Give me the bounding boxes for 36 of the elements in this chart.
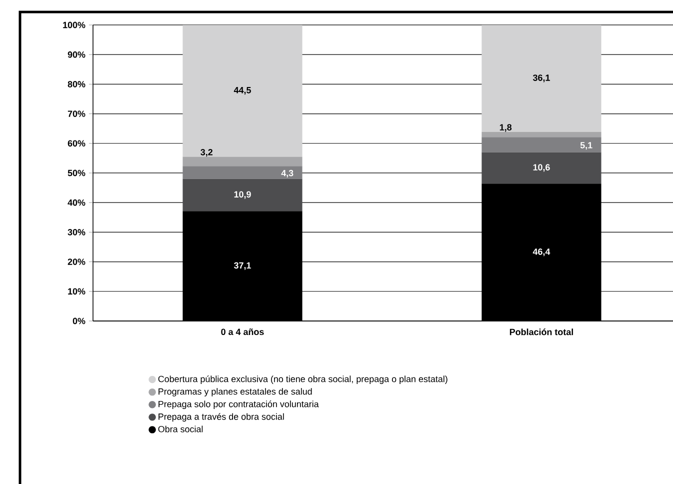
y-tick-label: 50% — [68, 170, 86, 176]
y-tick-label: 60% — [68, 140, 86, 147]
y-tick-label: 40% — [68, 199, 86, 206]
data-label: 36,1 — [532, 74, 550, 82]
bar — [182, 156, 302, 166]
y-tick-label: 90% — [68, 51, 86, 58]
y-tick-label: 0% — [72, 318, 86, 324]
bar — [182, 178, 302, 212]
legend-label: Prepaga solo por contratación voluntaria — [158, 400, 319, 410]
y-tick-label: 10% — [68, 288, 86, 295]
data-label: 5,1 — [580, 142, 592, 150]
y-tick-label: 70% — [68, 110, 86, 117]
legend-label: Programas y planes estatales de salud — [158, 388, 312, 396]
legend-label: Cobertura pública exclusiva (no tiene obra social, prepaga o plan estatal) — [158, 375, 448, 384]
data-label: 10,6 — [533, 164, 550, 172]
bar — [482, 24, 602, 132]
y-tick-label: 20% — [68, 258, 86, 265]
data-label: 44,5 — [234, 87, 251, 95]
data-label: 37,1 — [234, 262, 251, 270]
legend-label: Obra social — [158, 426, 203, 432]
legend-label: Prepaga a través de obra social — [158, 413, 284, 422]
data-label: 46,4 — [532, 248, 550, 256]
bar — [182, 166, 302, 179]
bar — [482, 152, 602, 184]
data-label: 3,2 — [200, 149, 212, 157]
bar — [482, 137, 602, 152]
y-tick-label: 30% — [68, 229, 86, 236]
y-tick-label: 100% — [63, 22, 86, 28]
data-label: 1,8 — [500, 124, 512, 132]
y-tick-label: 80% — [68, 81, 86, 88]
data-label: 10,9 — [234, 191, 251, 199]
x-tick-label: 0 a 4 años — [221, 328, 264, 336]
x-tick-label: Población total — [510, 328, 573, 336]
bar — [182, 24, 302, 157]
data-label: 4,3 — [281, 170, 294, 178]
bar — [482, 132, 602, 138]
